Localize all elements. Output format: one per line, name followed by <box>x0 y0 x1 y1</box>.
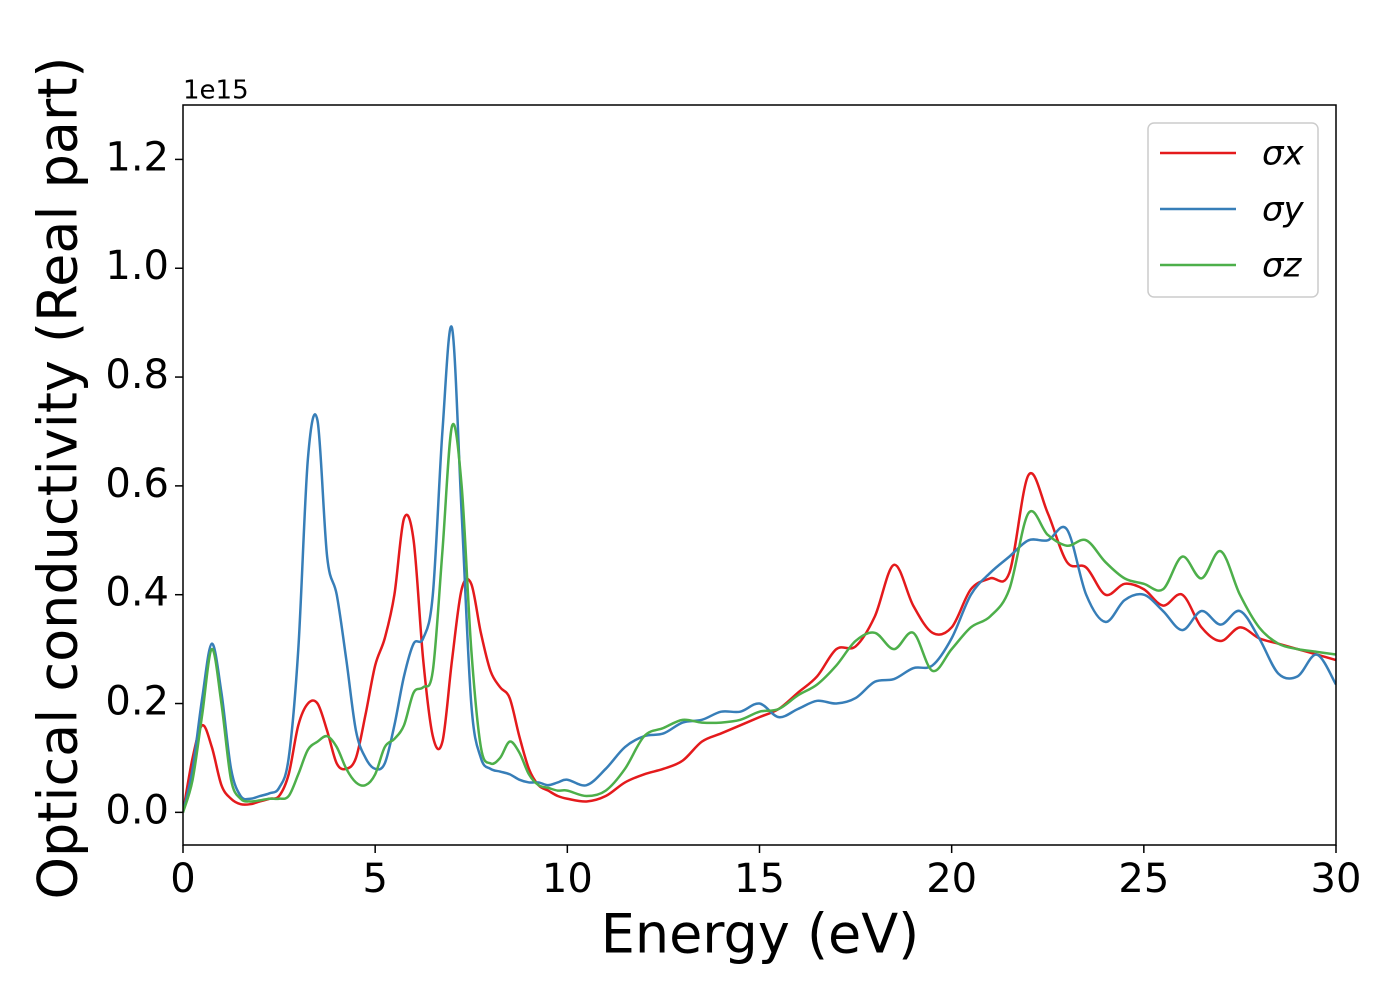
series-line-group <box>183 422 1336 813</box>
legend-label: σx <box>1262 134 1305 174</box>
series-line <box>183 422 1336 813</box>
x-tick-label: 20 <box>926 856 977 902</box>
y-axis-label: Optical conductivity (Real part) <box>27 57 90 900</box>
y-tick-label: 0.0 <box>105 787 169 833</box>
y-tick-label: 0.4 <box>105 570 169 616</box>
x-tick-label: 10 <box>542 856 593 902</box>
x-axis-label: Energy (eV) <box>601 903 920 966</box>
y-tick-label: 0.6 <box>105 461 169 507</box>
legend-label: σy <box>1262 190 1305 230</box>
series-line-group <box>183 325 1336 813</box>
series-line <box>183 471 1336 813</box>
x-tick-label: 15 <box>734 856 785 902</box>
offset-label: 1e15 <box>183 76 249 106</box>
x-tick-label: 25 <box>1118 856 1169 902</box>
y-tick-label: 0.2 <box>105 679 169 725</box>
legend-label: σz <box>1262 246 1303 286</box>
series-line-group <box>183 471 1336 813</box>
x-tick-label: 0 <box>170 856 195 902</box>
y-tick-label: 0.8 <box>105 352 169 398</box>
y-tick-label: 1.2 <box>105 134 169 180</box>
series-line <box>183 325 1336 813</box>
x-tick-label: 30 <box>1311 856 1362 902</box>
y-tick-label: 1.0 <box>105 243 169 289</box>
plot-frame <box>182 104 1337 846</box>
x-tick-label: 5 <box>362 856 387 902</box>
